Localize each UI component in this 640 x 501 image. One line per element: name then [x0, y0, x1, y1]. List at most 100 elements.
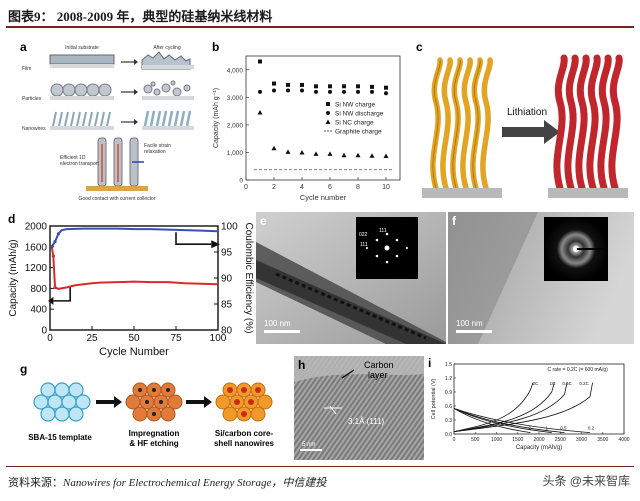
- legend-label-b: Si NW charge: [335, 102, 375, 109]
- panel-d: d 0 25 50 75 100 0 400 800 1200 1600 2000 80 85 90 95 1…: [4, 212, 254, 360]
- point-si-nw-charge: [272, 81, 276, 86]
- diff-index-3: 111: [360, 242, 368, 248]
- footer-rule: [6, 466, 634, 467]
- chart-b: 0 2 4 6 8 10 0 1,000 2,000 3,000 4,000 Cycle number…: [213, 55, 401, 202]
- point-si-nw-discharge: [342, 89, 346, 94]
- after-cycling-label: After cycling: [153, 45, 180, 51]
- figure-title: 图表9： 2008-2009 年，典型的硅基纳米线材料: [8, 9, 273, 24]
- panel-label-f: f: [452, 214, 456, 228]
- plot-frame-i: [453, 363, 625, 435]
- point-si-nw-discharge: [300, 88, 304, 93]
- core-shell-label-2: shell nanowires: [214, 439, 275, 448]
- point-si-nw-charge: [356, 84, 360, 89]
- x-tick-label-i: 2500: [555, 437, 566, 443]
- legend-label-b: Si NW discharge: [335, 111, 384, 118]
- series-point-d: [51, 254, 55, 258]
- x-tick-label-i: 2000: [533, 437, 544, 443]
- x-tick-label-b: 2: [272, 184, 276, 191]
- good-contact-label: Good contact with current collector: [79, 196, 156, 202]
- panel-c: c Lithiation: [414, 40, 634, 210]
- source-text: Nanowires for Electrochemical Energy Sto…: [63, 477, 327, 489]
- y-tick-label-d: 2000: [25, 222, 48, 233]
- point-si-nw-discharge: [272, 88, 276, 93]
- x-tick-label-d: 50: [128, 333, 140, 344]
- plot-frame-b: [245, 55, 401, 181]
- y-tick-label-b: 0: [239, 178, 243, 185]
- y2-axis-label-d: Coulombic Efficiency (%): [243, 223, 254, 334]
- panel-label-b: b: [212, 40, 220, 54]
- hf-etching-label: & HF etching: [129, 439, 178, 448]
- carbon-label: Carbon: [364, 360, 394, 370]
- lithiation-label: Lithiation: [507, 107, 547, 118]
- panel-g: g SBA-15 template Impregnation & HF etch…: [20, 362, 290, 462]
- lattice-label: 3.1Å (111): [348, 417, 385, 426]
- point-si-nw-charge: [300, 82, 304, 87]
- x-axis-label-d: Cycle Number: [99, 346, 169, 358]
- y-tick-label-i: 0.9: [445, 390, 452, 396]
- panel-label-a: a: [20, 40, 27, 54]
- chart-d: 0 25 50 75 100 0 400 800 1200 1600 2000 80 85 90 95 100…: [8, 222, 254, 359]
- film-label: Film: [22, 66, 31, 72]
- legend-label-b: Si NC charge: [335, 120, 374, 127]
- y2-tick-label-d: 95: [221, 248, 233, 259]
- curve-label-i: 0.5: [560, 425, 567, 430]
- x-tick-label-i: 3500: [597, 437, 608, 443]
- efficient-1d-label: Efficient 1D: [60, 155, 86, 161]
- x-tick-label-i: 1000: [491, 437, 502, 443]
- point-si-nc-charge: [299, 149, 305, 155]
- sba15-label: SBA-15 template: [28, 433, 92, 442]
- x-tick-label-b: 6: [328, 184, 332, 191]
- legend-marker-b: [326, 111, 330, 115]
- y-tick-label-d: 400: [30, 305, 47, 316]
- y-tick-label-i: 0.0: [445, 432, 452, 438]
- x-tick-label-i: 4000: [618, 437, 629, 443]
- point-si-nc-charge: [271, 145, 277, 151]
- charge-curve-i: [453, 382, 534, 433]
- x-tick-label-i: 1500: [512, 437, 523, 443]
- point-si-nw-charge: [370, 84, 374, 89]
- point-si-nw-discharge: [370, 89, 374, 94]
- y-axis-label-i: Cell potential (V): [431, 379, 437, 420]
- point-si-nc-charge: [355, 152, 361, 158]
- scale-f: 100 nm: [456, 319, 483, 328]
- particles-label: Particles: [22, 96, 42, 102]
- watermark: 头条 @未来智库: [542, 474, 630, 488]
- legend-marker-b: [326, 102, 330, 106]
- series-point-d: [53, 285, 57, 289]
- curve-label-i: 0.5C: [562, 381, 572, 386]
- y-tick-label-b: 1,000: [227, 150, 244, 157]
- charge-curve-i: [453, 382, 593, 433]
- panel-h: Carbon layer 3.1Å (111) 5 nm h: [294, 356, 424, 460]
- panel-label-d: d: [8, 212, 16, 226]
- annotation-i: C rate = 0.2C (= 600 mA/g): [548, 367, 609, 373]
- y-tick-label-d: 1600: [25, 242, 48, 253]
- curve-label-i: 2C: [533, 381, 540, 386]
- x-tick-label-d: 25: [86, 333, 98, 344]
- panel-label-i: i: [428, 356, 432, 370]
- arrow-capacity: [53, 287, 71, 302]
- panel-label-c: c: [416, 40, 423, 54]
- layer-label: layer: [368, 370, 388, 380]
- chart-i: 0 500 1000 1500 2000 2500 3000 3500 4000 0.0 0.3 0.…: [431, 362, 630, 451]
- legend-marker-b: [325, 119, 331, 124]
- series-line-d: [50, 246, 219, 290]
- y-axis-label-d: Capacity (mAh/g): [8, 239, 19, 316]
- plot-frame-d: [49, 225, 219, 331]
- core-shell-label-1: Si/carbon core-: [215, 429, 274, 438]
- electron-transport-label: electron transport: [60, 161, 100, 167]
- charge-curve-i: [453, 382, 568, 433]
- source-prefix: 资料来源：: [8, 477, 63, 489]
- point-si-nw-charge: [342, 84, 346, 89]
- y2-tick-label-d: 85: [221, 300, 233, 311]
- curve-label-i: 1: [545, 425, 548, 430]
- point-si-nw-charge: [384, 85, 388, 90]
- y2-tick-label-d: 100: [221, 222, 238, 233]
- panel-label-e: e: [260, 214, 267, 228]
- charge-curve-i: [453, 382, 555, 433]
- series-point-d: [53, 240, 57, 244]
- panel-label-g: g: [20, 362, 28, 376]
- panel-f: 100 nm f: [448, 212, 634, 344]
- x-tick-label-b: 8: [356, 184, 360, 191]
- x-tick-label-i: 3000: [576, 437, 587, 443]
- x-axis-label-b: Cycle number: [300, 193, 347, 202]
